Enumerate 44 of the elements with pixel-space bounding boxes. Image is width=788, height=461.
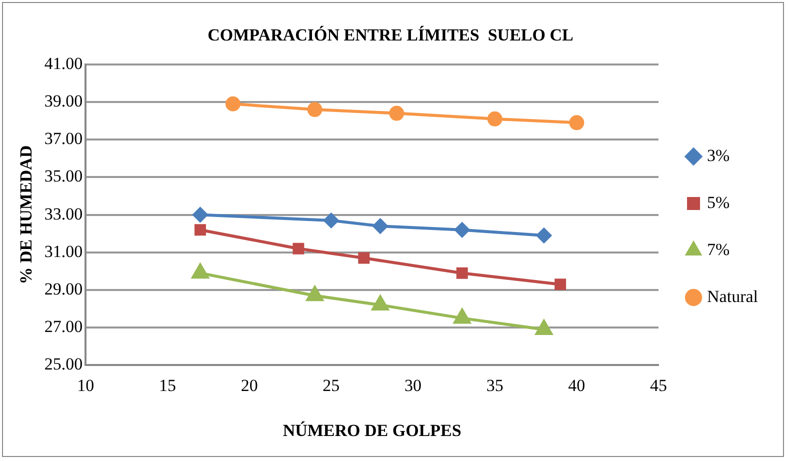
y-tick-label: 25.00 bbox=[44, 354, 83, 374]
x-tick-label: 40 bbox=[568, 376, 586, 395]
point bbox=[456, 267, 468, 279]
point bbox=[372, 218, 388, 234]
point bbox=[324, 212, 339, 228]
point bbox=[372, 296, 389, 311]
x-tick-label: 45 bbox=[650, 376, 668, 395]
legend-label: Natural bbox=[707, 286, 758, 306]
point bbox=[536, 320, 552, 335]
point bbox=[454, 222, 470, 238]
x-tick-label: 15 bbox=[158, 376, 176, 395]
point bbox=[454, 308, 471, 324]
point bbox=[307, 102, 322, 118]
point bbox=[358, 252, 370, 264]
y-tick-label: 27.00 bbox=[44, 317, 83, 336]
point bbox=[192, 264, 209, 279]
x-tick-label: 20 bbox=[240, 376, 258, 395]
y-tick-label: 33.00 bbox=[44, 204, 83, 224]
point bbox=[192, 207, 208, 222]
x-tick-label: 30 bbox=[404, 376, 422, 395]
chart-title: COMPARACIÓN ENTRE LÍMITES SUELO CL bbox=[208, 26, 574, 45]
point bbox=[569, 115, 584, 130]
y-tick-label: 41.00 bbox=[44, 54, 83, 73]
point bbox=[487, 111, 502, 126]
point bbox=[389, 106, 404, 121]
y-tick-label: 39.00 bbox=[44, 91, 83, 110]
point bbox=[194, 224, 206, 236]
legend-label: 5% bbox=[707, 192, 730, 212]
x-tick-label: 10 bbox=[77, 376, 94, 395]
x-axis-title: NÚMERO DE GOLPES bbox=[282, 421, 462, 440]
y-axis-title: % DE HUMEDAD bbox=[16, 145, 36, 284]
y-tick-label: 29.00 bbox=[44, 279, 83, 298]
x-tick-label: 25 bbox=[322, 376, 340, 395]
point bbox=[292, 242, 304, 254]
y-tick-label: 37.00 bbox=[44, 129, 83, 148]
x-tick-label: 35 bbox=[486, 376, 504, 395]
point bbox=[225, 96, 240, 112]
y-tick-label: 31.00 bbox=[44, 242, 83, 261]
point bbox=[306, 286, 324, 302]
legend-label: 7% bbox=[707, 240, 730, 259]
legend-label: 3% bbox=[707, 146, 730, 165]
point bbox=[554, 278, 566, 290]
point bbox=[536, 228, 552, 243]
y-tick-label: 35.00 bbox=[44, 166, 83, 186]
